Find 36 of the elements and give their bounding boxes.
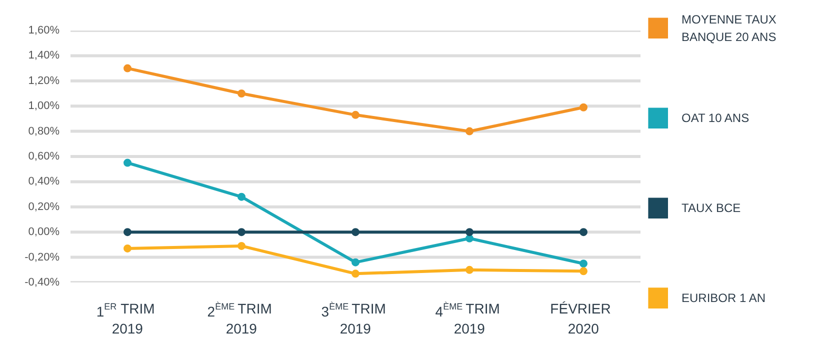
legend-label: MOYENNE TAUX BANQUE 20 ANS <box>682 12 776 44</box>
point <box>466 228 474 236</box>
point <box>124 158 132 167</box>
y-tick-label: 0,80% <box>28 125 60 138</box>
x-tick-label: FÉVRIER 2020 <box>550 300 611 336</box>
point <box>580 260 588 268</box>
point <box>352 258 360 266</box>
legend-label: TAUX BCE <box>682 201 741 216</box>
point <box>580 267 588 276</box>
point <box>580 228 588 236</box>
y-tick-label: 1,20% <box>28 74 60 87</box>
y-tick-label: 0,60% <box>28 150 60 162</box>
point <box>580 103 588 112</box>
y-tick-label: 1,40% <box>28 50 60 62</box>
point <box>238 228 246 236</box>
point <box>466 266 474 274</box>
point <box>124 228 132 236</box>
point <box>352 270 360 278</box>
point <box>238 192 246 201</box>
legend-label: EURIBOR 1 AN <box>682 291 766 306</box>
point <box>238 90 246 98</box>
point <box>238 242 246 250</box>
point <box>352 228 360 236</box>
point <box>124 64 132 72</box>
point <box>124 244 132 252</box>
point <box>466 234 474 242</box>
y-tick-label: 1,00% <box>28 100 60 112</box>
y-tick-label: 0,00% <box>28 226 60 238</box>
y-tick-label: 0,40% <box>28 176 60 188</box>
y-tick-label: 0,20% <box>28 200 60 213</box>
point <box>466 127 474 136</box>
legend-label: OAT 10 ANS <box>682 111 750 126</box>
y-tick-label: 1,60% <box>28 24 60 36</box>
y-tick-label: -0,20% <box>24 251 60 264</box>
point <box>352 110 360 119</box>
y-tick-label: -0,40% <box>24 276 60 288</box>
